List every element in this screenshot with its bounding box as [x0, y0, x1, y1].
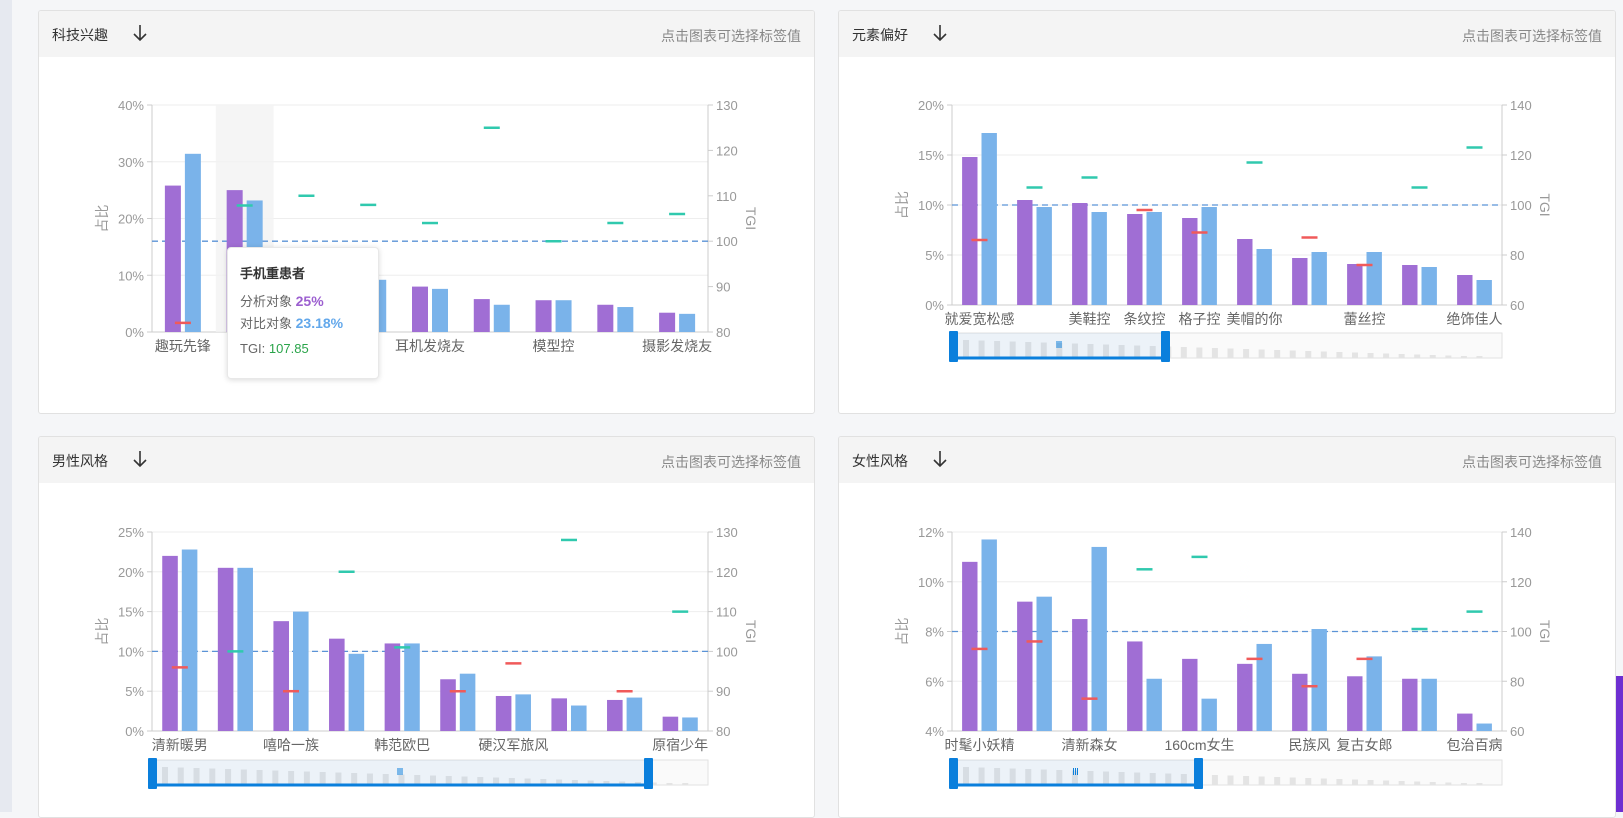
tooltip-analysis-label: 分析对象 — [240, 294, 293, 309]
right-edge-accent — [1613, 676, 1623, 812]
panel-hint: 点击图表可选择标签值 — [661, 28, 801, 44]
arrow-down-icon[interactable] — [931, 449, 949, 469]
chart-panel[interactable]: 科技兴趣 点击图表可选择标签值 — [38, 10, 815, 414]
panel-header: 女性风格 点击图表可选择标签值 — [839, 437, 1615, 483]
arrow-down-icon[interactable] — [931, 23, 949, 43]
arrow-down-icon[interactable] — [131, 23, 149, 43]
tooltip-tgi-value: 107.85 — [268, 341, 309, 356]
tooltip-tgi-label: TGI: — [240, 341, 266, 356]
chart-panel[interactable]: 男性风格 点击图表可选择标签值 — [38, 436, 815, 818]
panel-title: 女性风格 — [852, 453, 908, 469]
tooltip-tgi-row: TGI: 107.85 — [240, 341, 309, 356]
panel-header: 科技兴趣 点击图表可选择标签值 — [39, 11, 814, 57]
panel-hint: 点击图表可选择标签值 — [661, 454, 801, 470]
arrow-down-icon[interactable] — [131, 449, 149, 469]
panel-title: 元素偏好 — [852, 27, 908, 43]
panel-header: 元素偏好 点击图表可选择标签值 — [839, 11, 1615, 57]
tooltip-analysis-row: 分析对象 25% — [240, 291, 324, 310]
tooltip-title: 手机重患者 — [240, 266, 306, 281]
panel-header: 男性风格 点击图表可选择标签值 — [39, 437, 814, 483]
chart-panel[interactable]: 元素偏好 点击图表可选择标签值 — [838, 10, 1616, 414]
panel-title: 男性风格 — [52, 453, 108, 469]
panel-hint: 点击图表可选择标签值 — [1462, 28, 1602, 44]
tooltip-contrast-label: 对比对象 — [240, 316, 293, 331]
panel-title: 科技兴趣 — [52, 27, 108, 43]
chart-panel[interactable]: 女性风格 点击图表可选择标签值 — [838, 436, 1616, 818]
tooltip-analysis-value: 25% — [295, 293, 324, 309]
left-edge-strip — [0, 0, 12, 812]
panel-hint: 点击图表可选择标签值 — [1462, 454, 1602, 470]
chart-tooltip: 手机重患者 分析对象 25% 对比对象 23.18% TGI: 107.85 — [227, 247, 379, 379]
tooltip-contrast-value: 23.18% — [295, 315, 344, 331]
tooltip-contrast-row: 对比对象 23.18% — [240, 313, 343, 332]
